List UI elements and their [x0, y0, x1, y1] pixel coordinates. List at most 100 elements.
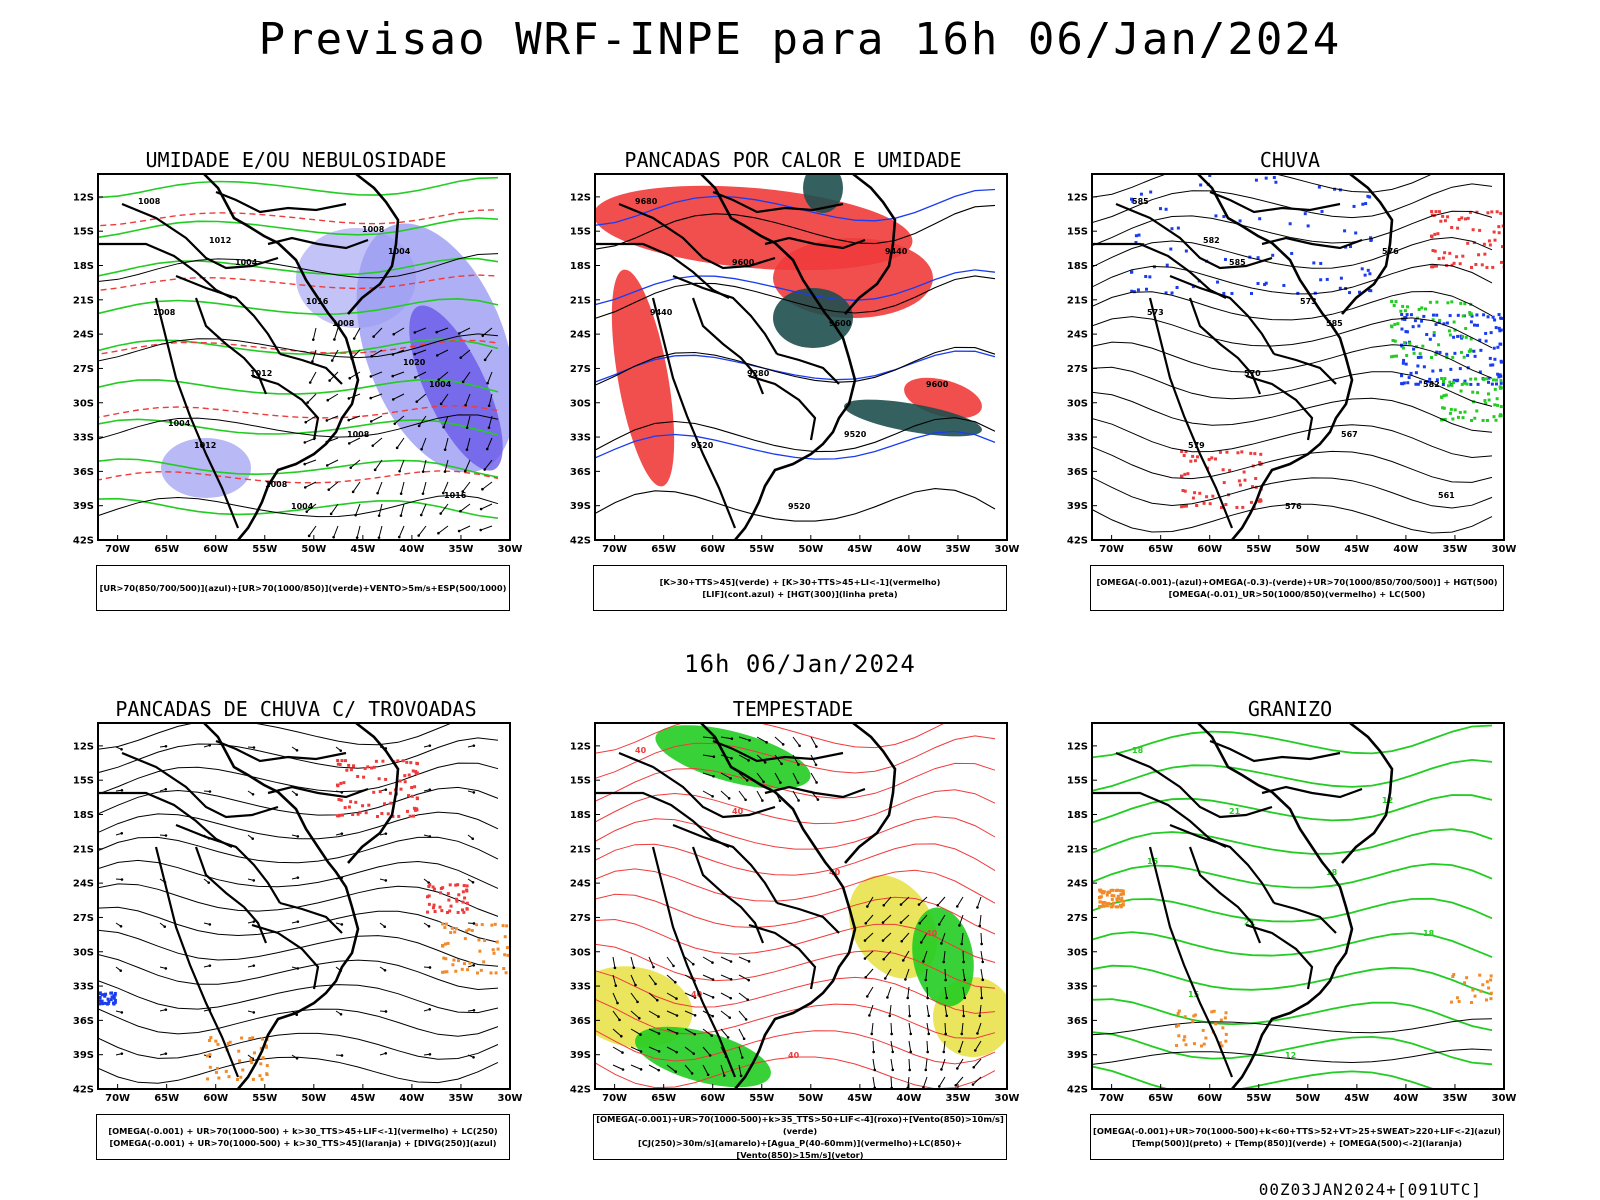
wind-vector [738, 1064, 742, 1076]
wind-vector [416, 393, 427, 403]
wind-vector [872, 1076, 876, 1088]
wind-vector [330, 359, 334, 362]
country-border [712, 739, 844, 763]
rain-omega-blue [1401, 382, 1405, 386]
storm-area-red [415, 771, 419, 775]
wind-vector [308, 525, 317, 537]
wind-vector [944, 1032, 947, 1036]
rain-omega-blue [1215, 126, 1218, 129]
storm-area-red [465, 884, 469, 888]
precip-water-contour [595, 943, 996, 989]
rain-omega-blue [1366, 163, 1369, 166]
rain-ur-red [1460, 216, 1464, 220]
wind-vector [457, 332, 461, 335]
map-content [98, 723, 510, 1084]
wind-vector [417, 424, 421, 428]
rain-omega-blue [1476, 382, 1480, 386]
wind-vector [327, 459, 339, 466]
rain-omega-blue [1361, 202, 1365, 206]
omega500-area-orange [1114, 905, 1118, 909]
storm-area-red [405, 760, 409, 764]
divg-area-blue [103, 992, 107, 996]
wind-vector [613, 966, 617, 970]
contour-label: 585 [1326, 319, 1343, 328]
lon-tick-label: 30W [498, 1093, 523, 1104]
omega500-area-orange [1452, 973, 1456, 977]
wind-vector [954, 1083, 958, 1087]
wind-vector [441, 491, 445, 495]
storm-area-red [347, 763, 351, 767]
storm-area-orange [216, 1042, 220, 1046]
wind-vector [333, 327, 339, 340]
rain-omega-green [1482, 377, 1486, 381]
map-frame [594, 722, 1008, 1090]
streamline-arrow [164, 967, 168, 970]
wind-vector [464, 459, 471, 472]
wind-vector [372, 335, 375, 338]
rain-omega-green [1450, 300, 1454, 304]
wind-vector [884, 968, 892, 979]
rain-omega-green [1498, 414, 1502, 418]
precip-water-contour [595, 816, 996, 850]
rain-omega-green [1428, 300, 1432, 304]
rain-omega-blue [1472, 349, 1476, 353]
rh-contour-green [98, 176, 499, 199]
rain-omega-green [1462, 355, 1466, 359]
streamline-arrow [472, 1008, 476, 1012]
storm-area-orange [454, 969, 458, 973]
storm-area-red [431, 906, 435, 910]
panel-title: PANCADAS DE CHUVA C/ TROVOADAS [115, 697, 477, 721]
rain-omega-blue [1256, 256, 1260, 260]
contour-label: 1012 [194, 441, 216, 450]
contour-label: 9520 [788, 502, 811, 511]
wind-vector [328, 379, 331, 382]
wind-vector [972, 1065, 976, 1069]
rain-omega-blue [1442, 322, 1446, 326]
streamline-arrow [208, 744, 212, 747]
wind-vector [702, 956, 713, 964]
wind-vector [479, 528, 482, 532]
wind-vector [870, 1032, 874, 1036]
rain-omega-blue [1352, 204, 1356, 208]
lat-tick-label: 24S [73, 330, 94, 341]
wind-vector [908, 1022, 912, 1034]
rain-omega-blue [1437, 320, 1441, 324]
wind-vector [378, 525, 383, 538]
rain-omega-green [1403, 309, 1407, 313]
rain-ur-red [1509, 223, 1512, 226]
storm-area-red [352, 764, 356, 768]
wind-vector [675, 1014, 679, 1017]
wind-vector [485, 447, 489, 451]
wind-vector [311, 338, 315, 341]
rain-omega-blue [1343, 229, 1347, 233]
storm-area-orange [444, 957, 448, 961]
wind-vector [963, 978, 967, 982]
omega500-area-orange [1192, 1014, 1196, 1018]
rain-omega-green [1394, 300, 1398, 304]
rain-ur-red [1183, 489, 1187, 493]
rain-omega-blue [1491, 315, 1495, 319]
rain-omega-blue [1138, 136, 1141, 139]
lat-tick-label: 24S [73, 879, 94, 890]
lon-tick-label: 60W [1197, 1093, 1222, 1104]
contour-label: 18 [1132, 746, 1144, 755]
rain-ur-red [1499, 211, 1503, 215]
storm-area-red [409, 761, 413, 765]
storm-area-red [407, 773, 411, 777]
rain-omega-blue [1144, 166, 1147, 169]
rain-ur-red [1485, 265, 1489, 269]
storm-area-orange [240, 1036, 244, 1040]
wind-vector [980, 932, 983, 945]
storm-area-red [345, 768, 349, 772]
wind-vector [415, 400, 419, 403]
lif-contour-blue [595, 430, 996, 460]
wind-vector [906, 996, 910, 1000]
lon-tick-label: 50W [301, 544, 326, 555]
hgt500-contour [1092, 263, 1493, 295]
omega500-area-orange [1200, 1044, 1203, 1048]
omega500-area-orange [1102, 904, 1106, 908]
omega500-area-orange [1192, 1042, 1196, 1046]
storm-area-orange [239, 1075, 243, 1079]
